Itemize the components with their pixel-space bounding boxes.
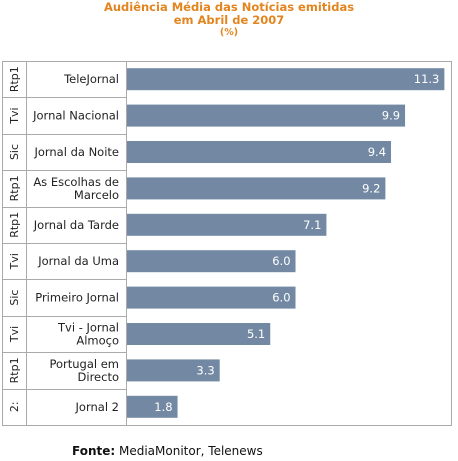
bar-value-label: 1.8: [154, 400, 172, 414]
bar: [127, 177, 386, 200]
channel-label: Rtp1: [8, 66, 21, 92]
source-text: MediaMonitor, Telenews: [115, 444, 263, 458]
channel-label: Tvi: [8, 107, 21, 124]
bar-value-label: 9.2: [362, 181, 380, 195]
source-note: Fonte: MediaMonitor, Telenews: [72, 444, 263, 458]
bar-value-label: 6.0: [272, 291, 290, 305]
category-label: Primeiro Jornal: [35, 291, 119, 305]
bar-value-label: 9.9: [382, 109, 400, 123]
category-label: Tvi - Jornal: [57, 321, 119, 335]
bar-chart: Rtp1 TeleJornal 11.3 Tvi Jornal Nacional 9.9 S…: [2, 61, 452, 426]
bar: [127, 68, 445, 91]
bar-value-label: 9.4: [368, 145, 386, 159]
bar: [127, 395, 178, 418]
chart-title-line-2: em Abril de 2007: [173, 13, 285, 27]
category-label: TeleJornal: [63, 72, 119, 86]
category-label: Portugal em: [49, 357, 119, 371]
bar-value-label: 3.3: [196, 363, 214, 377]
bar: [127, 359, 220, 382]
bar: [127, 104, 406, 127]
channel-label: 2:: [8, 401, 21, 412]
bar-value-label: 6.0: [272, 254, 290, 268]
bar: [127, 141, 392, 163]
bar: [127, 323, 271, 345]
category-label: Almoço: [76, 334, 119, 348]
bar-value-label: 11.3: [414, 72, 440, 86]
category-label: Marcelo: [74, 188, 119, 202]
source-label: Fonte:: [72, 444, 116, 458]
bar: [127, 250, 296, 273]
bar: [127, 286, 296, 309]
category-label: Jornal da Tarde: [33, 218, 119, 232]
category-label: Directo: [78, 370, 119, 384]
category-label: Jornal da Uma: [37, 254, 119, 268]
bar-value-label: 5.1: [247, 327, 265, 341]
chart-subtitle: (%): [219, 27, 239, 38]
category-label: Jornal Nacional: [32, 109, 119, 123]
channel-label: Sic: [8, 290, 21, 306]
bar: [127, 213, 327, 236]
chart-title: Audiência Média das Notícias emitidas em…: [0, 1, 458, 39]
channel-label: Rtp1: [8, 212, 21, 238]
channel-label: Tvi: [8, 326, 21, 343]
bar-value-label: 7.1: [303, 218, 321, 232]
chart-title-line-1: Audiência Média das Notícias emitidas: [103, 0, 355, 14]
channel-label: Rtp1: [8, 357, 21, 383]
category-label: As Escolhas de: [33, 175, 119, 189]
category-label: Jornal da Noite: [33, 145, 119, 159]
channel-label: Sic: [8, 144, 21, 160]
category-label: Jornal 2: [75, 400, 119, 414]
channel-label: Tvi: [8, 253, 21, 270]
channel-label: Rtp1: [8, 175, 21, 201]
